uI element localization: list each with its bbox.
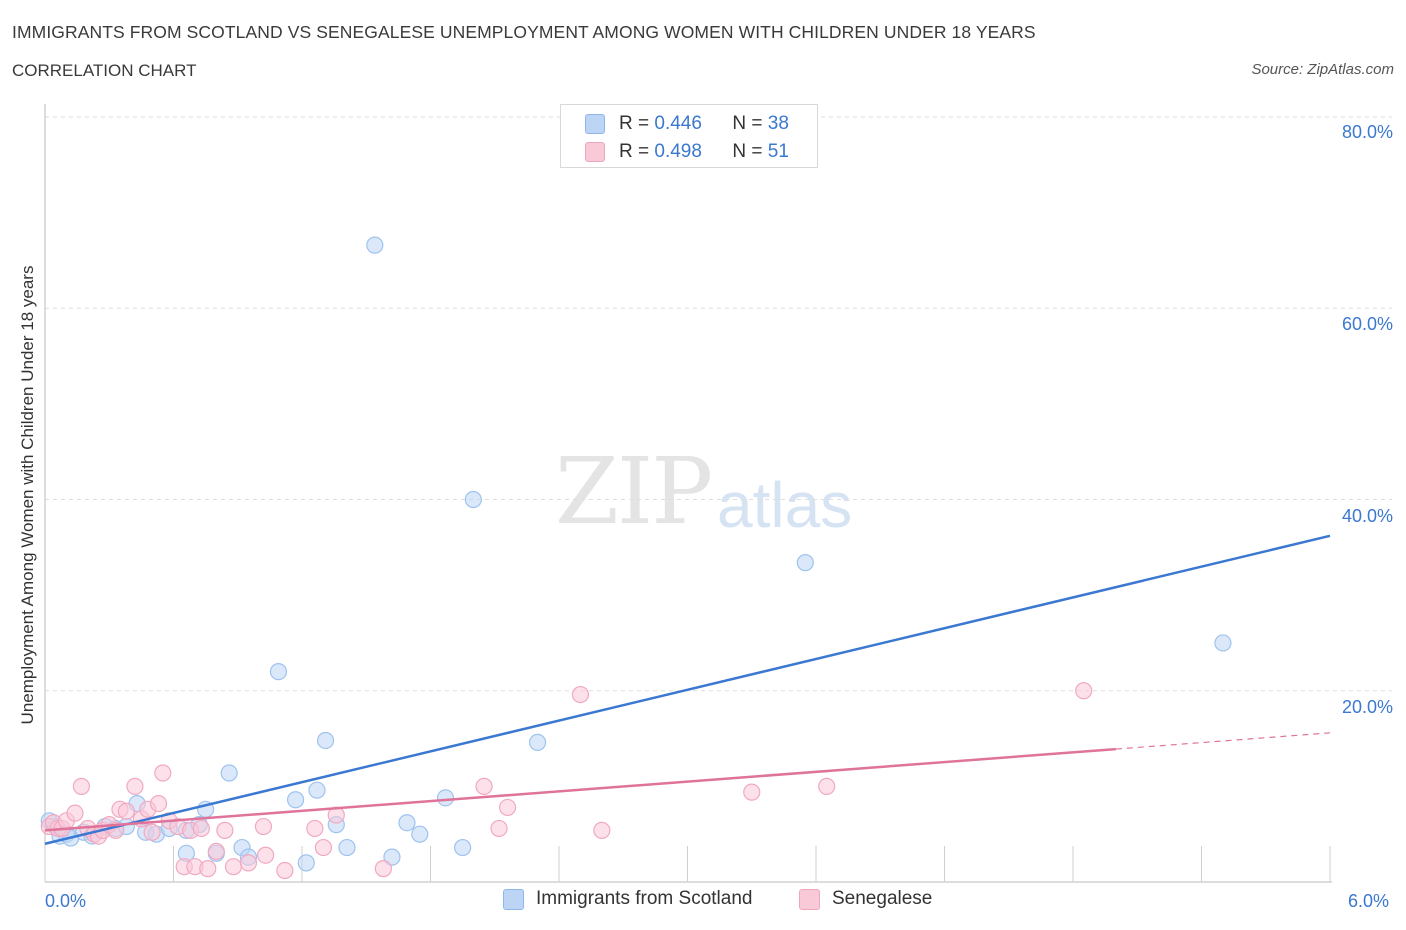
legend-n-value-senegalese: 51 (767, 141, 789, 162)
trend-line-senegalese (44, 747, 1116, 832)
data-point-senegalese (314, 838, 333, 857)
bottom-legend-swatch-scotland (503, 888, 524, 910)
data-point-scotland (308, 781, 326, 799)
data-point-senegalese (1075, 682, 1093, 700)
data-point-senegalese (216, 821, 234, 839)
data-point-scotland (338, 838, 356, 857)
data-point-senegalese (192, 819, 210, 838)
data-point-senegalese (475, 777, 493, 795)
data-point-senegalese (254, 817, 273, 836)
data-point-scotland (398, 814, 416, 832)
legend-n-label: N = (732, 141, 763, 162)
data-point-senegalese (154, 764, 172, 782)
data-point-scotland (528, 733, 547, 751)
trend-line-extension-senegalese (1115, 732, 1331, 750)
stats-legend: R = 0.446 N = 38 R = 0.498 N = 51 (560, 104, 818, 168)
legend-r-value-scotland: 0.446 (654, 113, 702, 134)
data-point-senegalese (743, 783, 761, 801)
data-point-senegalese (593, 821, 611, 839)
y-tick-label-80: 80.0% (1341, 122, 1393, 142)
data-point-senegalese (199, 860, 217, 878)
data-point-senegalese (499, 798, 517, 817)
data-point-scotland (383, 848, 401, 866)
data-point-scotland (796, 554, 814, 572)
x-tick-label-min: 0.0% (45, 891, 87, 911)
data-point-senegalese (149, 794, 168, 813)
data-point-senegalese (207, 842, 225, 861)
data-point-senegalese (72, 777, 91, 795)
bottom-legend-scotland: Immigrants from Scotland (503, 888, 752, 910)
data-point-scotland (436, 789, 455, 807)
y-tick-label-60: 60.0% (1341, 314, 1393, 334)
chart-title: IMMIGRANTS FROM SCOTLAND VS SENEGALESE U… (12, 22, 1036, 42)
data-point-senegalese (276, 861, 294, 880)
legend-swatch-senegalese (585, 142, 605, 162)
data-point-senegalese (117, 802, 135, 820)
data-point-scotland (297, 854, 315, 872)
data-point-scotland (269, 663, 288, 681)
x-tick-label-max: 6.0% (1348, 891, 1390, 911)
data-point-senegalese (306, 819, 324, 838)
bottom-legend-swatch-senegalese (799, 888, 820, 910)
data-point-scotland (366, 236, 384, 254)
legend-row-senegalese: R = 0.498 N = 51 (585, 140, 789, 164)
data-point-senegalese (374, 860, 392, 878)
data-point-senegalese (256, 846, 275, 864)
data-point-senegalese (143, 823, 161, 841)
data-point-senegalese (126, 777, 144, 795)
data-point-scotland (286, 791, 305, 809)
legend-n-label: N = (732, 113, 763, 134)
data-point-senegalese (239, 854, 258, 872)
watermark-zip: ZIP (555, 438, 713, 545)
data-point-senegalese (571, 685, 590, 704)
data-point-senegalese (66, 804, 84, 822)
y-tick-label-40: 40.0% (1341, 506, 1393, 526)
bottom-legend-label-senegalese: Senegalese (832, 888, 933, 909)
data-point-scotland (454, 838, 472, 857)
data-point-senegalese (818, 777, 836, 795)
legend-r-label: R = (619, 113, 650, 134)
bottom-legend-label-scotland: Immigrants from Scotland (536, 888, 753, 909)
data-point-scotland (1214, 634, 1232, 652)
legend-swatch-scotland (585, 114, 605, 134)
data-point-scotland (411, 825, 429, 843)
source-credit: Source: ZipAtlas.com (1251, 61, 1394, 78)
legend-n-value-scotland: 38 (767, 113, 789, 134)
y-tick-label-20: 20.0% (1341, 697, 1393, 717)
data-point-scotland (316, 731, 335, 750)
chart-subtitle: CORRELATION CHART (12, 61, 197, 80)
legend-r-value-senegalese: 0.498 (654, 141, 702, 162)
data-point-senegalese (224, 858, 243, 876)
data-point-senegalese (490, 819, 508, 838)
legend-r-label: R = (619, 141, 650, 162)
bottom-legend-senegalese: Senegalese (799, 888, 932, 910)
legend-row-scotland: R = 0.446 N = 38 (585, 112, 789, 136)
y-axis-label: Unemployment Among Women with Children U… (18, 265, 37, 725)
data-point-scotland (220, 764, 238, 782)
trend-line-scotland (44, 534, 1331, 845)
data-point-scotland (464, 490, 482, 509)
watermark-atlas: atlas (717, 469, 853, 541)
